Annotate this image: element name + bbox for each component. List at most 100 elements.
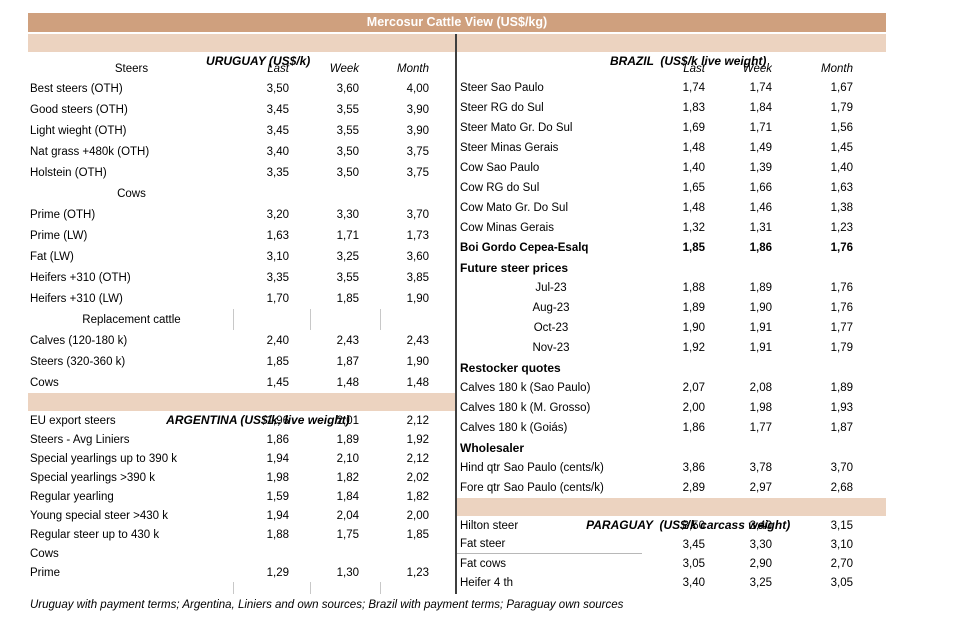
value-cell: 1,32 — [682, 222, 705, 234]
row-label: Boi Gordo Cepea-Esalq — [460, 242, 589, 254]
value-cell: 1,73 — [406, 229, 429, 242]
value-cell: 1,85 — [336, 292, 359, 305]
page-title: Mercosur Cattle View (US$/kg) — [366, 15, 548, 29]
table-row: Steers - Avg Liniers 1,86 1,89 1,92 — [28, 430, 455, 449]
row-label: Regular steer up to 430 k — [30, 528, 160, 541]
value-cell: 1,67 — [830, 82, 853, 94]
value-cell: 3,20 — [266, 208, 289, 221]
value-cell: 3,70 — [406, 208, 429, 221]
table-row: Cow Minas Gerais 1,32 1,31 1,23 — [457, 218, 886, 238]
row-label: Nov-23 — [532, 342, 570, 354]
column-header-steers: Steers — [114, 63, 149, 75]
value-cell: 1,90 — [749, 302, 772, 314]
paraguay-section-header: PARAGUAY (US$/k carcass weight) — [457, 498, 886, 532]
table-row: Fore qtr Sao Paulo (cents/k) 2,89 2,97 2,68 — [457, 478, 886, 498]
value-cell: 1,48 — [406, 376, 429, 389]
table-row: Aug-23 1,89 1,90 1,76 — [457, 298, 886, 318]
value-cell: 1,94 — [266, 509, 289, 522]
left-pane: URUGUAY (US$/k) Steers Last Week Month B… — [28, 34, 455, 594]
paraguay-rows: Hilton steer 3,50 3,40 3,15 Fat steer 3,45 3,3… — [457, 516, 886, 592]
value-cell: 2,08 — [749, 382, 772, 394]
value-cell: 1,79 — [830, 102, 853, 114]
row-label: Fat (LW) — [30, 250, 74, 263]
value-cell: 1,96 — [266, 414, 289, 427]
row-label: Cow Mato Gr. Do Sul — [460, 202, 569, 214]
table-row: Cows 1,45 1,48 1,48 — [28, 372, 455, 393]
row-label: Restocker quotes — [460, 361, 561, 375]
value-cell — [233, 309, 310, 330]
table-row: Good steers (OTH) 3,45 3,55 3,90 — [28, 99, 455, 120]
value-cell: 1,92 — [682, 342, 705, 354]
table-row: Fat cows 3,05 2,90 2,70 — [457, 554, 886, 573]
row-label: Jul-23 — [535, 282, 567, 294]
value-cell: 1,69 — [682, 122, 705, 134]
table-panes: URUGUAY (US$/k) Steers Last Week Month B… — [28, 34, 886, 594]
table-row: EU export steers 1,96 2,01 2,12 — [28, 411, 455, 430]
table-row: Heifers +310 (OTH) 3,35 3,55 3,85 — [28, 267, 455, 288]
uruguay-rows: Best steers (OTH) 3,50 3,60 4,00 Good steers… — [28, 78, 455, 393]
value-cell: 2,02 — [406, 471, 429, 484]
value-cell: 1,89 — [336, 433, 359, 446]
value-cell: 1,23 — [406, 566, 429, 579]
table-row: Special yearlings >390 k 1,98 1,82 2,02 — [28, 468, 455, 487]
row-label: Prime — [30, 566, 61, 579]
value-cell: 2,90 — [749, 557, 772, 570]
row-label: Prime (OTH) — [30, 208, 96, 221]
value-cell: 1,82 — [336, 471, 359, 484]
paraguay-section-title: PARAGUAY (US$/k carcass weight) — [586, 518, 791, 532]
value-cell: 1,63 — [266, 229, 289, 242]
value-cell: 1,94 — [266, 452, 289, 465]
value-cell: 3,40 — [682, 576, 705, 589]
value-cell: 1,59 — [266, 490, 289, 503]
row-label: Special yearlings >390 k — [30, 471, 155, 484]
value-cell: 2,68 — [830, 482, 853, 494]
table-row: Cow Sao Paulo 1,40 1,39 1,40 — [457, 158, 886, 178]
value-cell: 1,89 — [830, 382, 853, 394]
row-label: Heifer 4 th — [460, 576, 514, 589]
value-cell — [310, 309, 380, 330]
subheader-row: Replacement cattle — [28, 309, 455, 330]
value-cell — [380, 582, 450, 594]
row-label: Best steers (OTH) — [30, 82, 123, 95]
value-cell: 1,87 — [830, 422, 853, 434]
uruguay-section-header: URUGUAY (US$/k) — [28, 34, 455, 68]
value-cell: 1,91 — [749, 342, 772, 354]
value-cell: 3,40 — [266, 145, 289, 158]
value-cell: 1,88 — [682, 282, 705, 294]
table-row: Fat steer 3,45 3,30 3,10 — [457, 535, 886, 554]
column-header-week: Week — [742, 63, 772, 75]
value-cell: 3,25 — [336, 250, 359, 263]
table-row: Nov-23 1,92 1,91 1,79 — [457, 338, 886, 358]
value-cell: 2,00 — [406, 509, 429, 522]
value-cell: 1,71 — [749, 122, 772, 134]
value-cell: 2,43 — [406, 334, 429, 347]
value-cell: 1,39 — [749, 162, 772, 174]
value-cell: 1,98 — [266, 471, 289, 484]
value-cell: 1,86 — [749, 242, 772, 254]
row-label: Oct-23 — [533, 322, 569, 334]
value-cell: 3,50 — [266, 82, 289, 95]
row-label: Hilton steer — [460, 519, 519, 532]
column-header-last: Last — [267, 63, 289, 75]
table-row: Heifers +310 (LW) 1,70 1,85 1,90 — [28, 288, 455, 309]
value-cell: 1,83 — [682, 102, 705, 114]
row-label: Calves 180 k (M. Grosso) — [460, 402, 591, 414]
row-label: Regular yearling — [30, 490, 114, 503]
value-cell: 1,38 — [830, 202, 853, 214]
column-header-month: Month — [397, 63, 429, 75]
argentina-section-title: ARGENTINA (US$/k, live weight) — [166, 413, 350, 427]
subheader-row: Future steer prices — [457, 258, 886, 278]
value-cell: 1,90 — [406, 292, 429, 305]
row-label: Holstein (OTH) — [30, 166, 107, 179]
row-label: Nat grass +480k (OTH) — [30, 145, 150, 158]
value-cell: 1,48 — [336, 376, 359, 389]
value-cell: 1,76 — [830, 242, 853, 254]
value-cell: 3,55 — [336, 271, 359, 284]
value-cell: 1,85 — [406, 528, 429, 541]
value-cell: 1,86 — [682, 422, 705, 434]
table-row: Boi Gordo Cepea-Esalq 1,85 1,86 1,76 — [457, 238, 886, 258]
value-cell: 3,35 — [266, 166, 289, 179]
table-row: Jul-23 1,88 1,89 1,76 — [457, 278, 886, 298]
value-cell: 3,35 — [266, 271, 289, 284]
